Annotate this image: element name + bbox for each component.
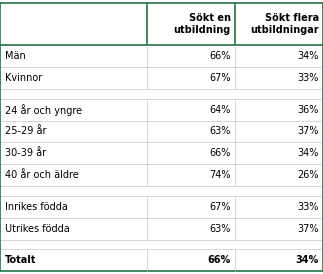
Bar	[0, 89, 323, 99]
Text: 64%: 64%	[210, 105, 231, 115]
Text: Utrikes födda: Utrikes födda	[5, 224, 69, 234]
Text: 33%: 33%	[298, 73, 319, 83]
Text: 37%: 37%	[297, 127, 319, 136]
Text: 66%: 66%	[210, 148, 231, 158]
Bar	[0, 218, 323, 239]
Text: 30-39 år: 30-39 år	[5, 148, 46, 158]
Bar	[0, 164, 323, 186]
Text: Sökt en
utbildning: Sökt en utbildning	[174, 13, 231, 35]
Text: 26%: 26%	[297, 170, 319, 180]
Text: 66%: 66%	[210, 51, 231, 61]
Text: Sökt flera
utbildningar: Sökt flera utbildningar	[251, 13, 319, 35]
Text: Män: Män	[5, 51, 26, 61]
Text: 74%: 74%	[209, 170, 231, 180]
Bar	[0, 99, 323, 121]
Bar	[0, 196, 323, 218]
Text: 24 år och yngre: 24 år och yngre	[5, 104, 82, 116]
Text: 67%: 67%	[209, 202, 231, 212]
Bar	[0, 3, 323, 45]
Text: 34%: 34%	[296, 255, 319, 265]
Text: 66%: 66%	[208, 255, 231, 265]
Text: 63%: 63%	[210, 127, 231, 136]
Bar	[0, 67, 323, 89]
Bar	[0, 186, 323, 196]
Text: 67%: 67%	[209, 73, 231, 83]
Text: 63%: 63%	[210, 224, 231, 234]
Text: Inrikes födda: Inrikes födda	[5, 202, 68, 212]
Bar	[0, 249, 323, 271]
Bar	[0, 45, 323, 67]
Text: 34%: 34%	[298, 51, 319, 61]
Text: Totalt: Totalt	[5, 255, 36, 265]
Text: 34%: 34%	[298, 148, 319, 158]
Text: 40 år och äldre: 40 år och äldre	[5, 170, 78, 180]
Bar	[0, 142, 323, 164]
Text: 36%: 36%	[298, 105, 319, 115]
Text: 33%: 33%	[298, 202, 319, 212]
Text: Kvinnor: Kvinnor	[5, 73, 42, 83]
Text: 25-29 år: 25-29 år	[5, 127, 46, 136]
Bar	[0, 239, 323, 249]
Text: 37%: 37%	[297, 224, 319, 234]
Bar	[0, 121, 323, 142]
